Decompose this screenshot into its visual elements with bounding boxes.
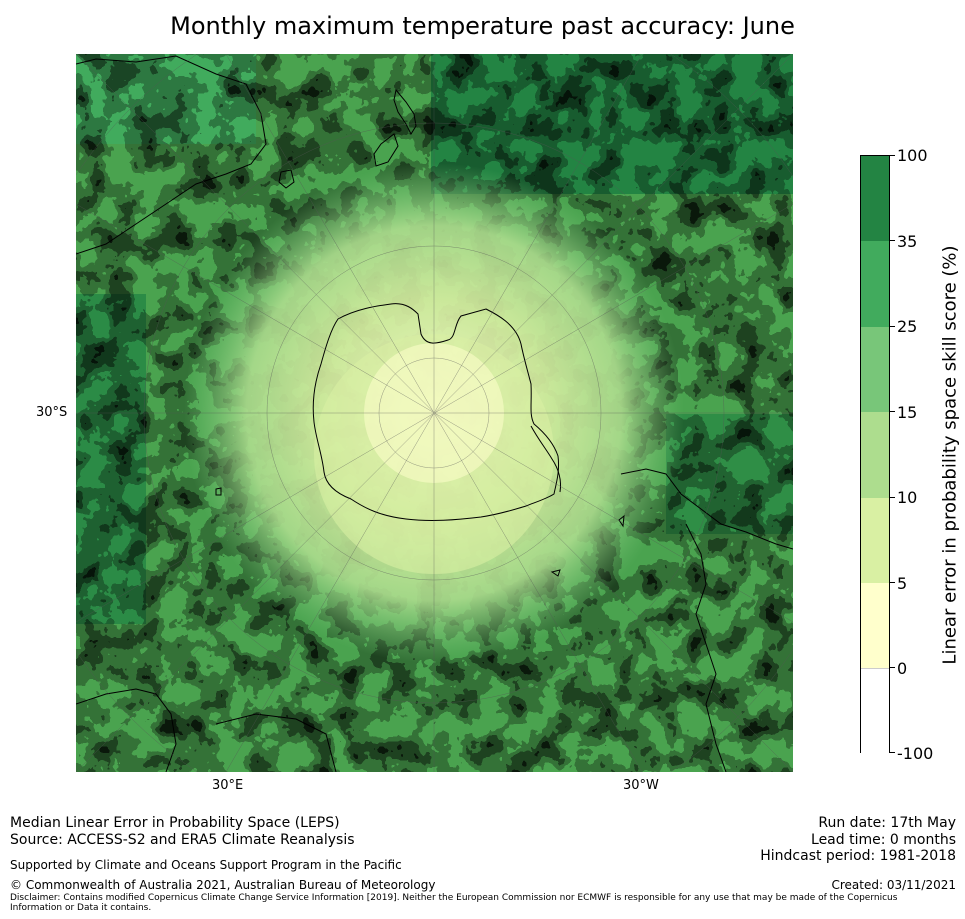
colorbar-tick-35: 35 bbox=[897, 232, 918, 251]
lon-label-30w: 30°W bbox=[623, 778, 659, 793]
footer-hindcast: Hindcast period: 1981-2018 bbox=[760, 848, 956, 864]
colorbar-tick-5: 5 bbox=[897, 574, 908, 593]
lat-label-30s: 30°S bbox=[36, 405, 68, 420]
south-america-outline bbox=[620, 468, 793, 772]
colorbar-label: Linear error in probability space skill … bbox=[939, 245, 961, 665]
disclaimer-line-1: Disclaimer: Contains modified Copernicus… bbox=[10, 893, 898, 903]
colorbar-tick-25: 25 bbox=[897, 317, 918, 336]
colorbar-tick-100: 100 bbox=[897, 146, 928, 165]
footer-support: Supported by Climate and Oceans Support … bbox=[10, 858, 402, 872]
colorbar-bin-25-35 bbox=[861, 241, 889, 327]
lon-label-30e: 30°E bbox=[212, 778, 244, 793]
footer-created: Created: 03/11/2021 bbox=[831, 878, 956, 892]
colorbar-bin-15-25 bbox=[861, 326, 889, 413]
map-title: Monthly maximum temperature past accurac… bbox=[170, 12, 795, 40]
australia-outline bbox=[76, 55, 267, 255]
colorbar bbox=[860, 155, 890, 754]
footer-lead-time: Lead time: 0 months bbox=[811, 832, 956, 848]
antarctic-peninsula-outline bbox=[530, 425, 561, 493]
skill-score-map bbox=[76, 54, 793, 772]
footer-run-date: Run date: 17th May bbox=[818, 815, 956, 831]
graticule bbox=[76, 54, 793, 772]
new-zealand-outline bbox=[393, 88, 417, 136]
africa-outline bbox=[76, 688, 177, 772]
colorbar-tick-neg100: -100 bbox=[897, 744, 934, 763]
colorbar-tick-10: 10 bbox=[897, 488, 918, 507]
footer-copyright: © Commonwealth of Australia 2021, Austra… bbox=[10, 878, 436, 892]
colorbar-tick-0: 0 bbox=[897, 659, 908, 678]
colorbar-bin-neg100-0 bbox=[861, 668, 889, 754]
colorbar-bin-0-5 bbox=[861, 583, 889, 669]
colorbar-bin-5-10 bbox=[861, 497, 889, 583]
colorbar-bin-10-15 bbox=[861, 412, 889, 498]
disclaimer-line-2: Information or Data it contains. bbox=[10, 903, 152, 913]
footer-source: Source: ACCESS-S2 and ERA5 Climate Reana… bbox=[10, 832, 355, 848]
footer-leps: Median Linear Error in Probability Space… bbox=[10, 815, 340, 831]
footer-disclaimer: Disclaimer: Contains modified Copernicus… bbox=[10, 893, 940, 913]
colorbar-bin-35-100 bbox=[861, 156, 889, 242]
colorbar-tick-15: 15 bbox=[897, 403, 918, 422]
antarctica-outline bbox=[312, 303, 559, 521]
